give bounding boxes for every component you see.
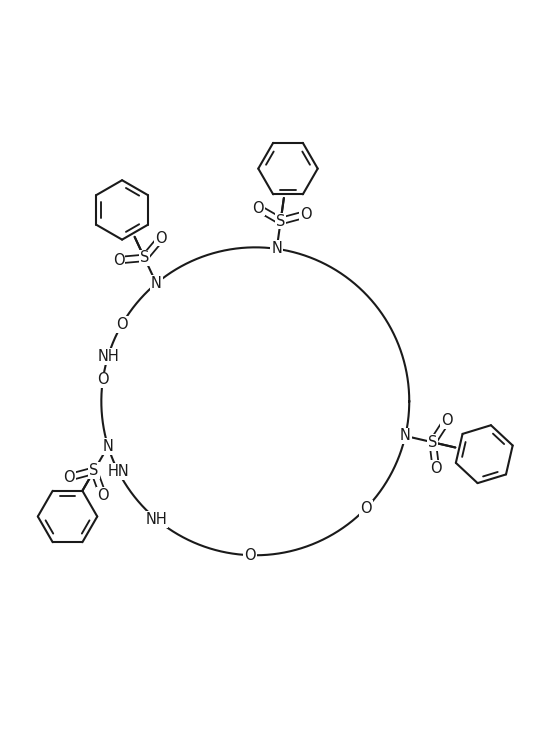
Text: O: O <box>430 461 441 476</box>
Text: S: S <box>140 250 149 265</box>
Text: O: O <box>244 547 256 562</box>
Text: HN: HN <box>107 464 129 479</box>
Text: S: S <box>90 463 99 478</box>
Text: N: N <box>400 428 411 443</box>
Text: N: N <box>103 439 113 454</box>
Text: O: O <box>441 413 453 428</box>
Text: NH: NH <box>146 512 167 527</box>
Text: N: N <box>272 241 282 256</box>
Text: O: O <box>155 231 167 246</box>
Text: S: S <box>276 213 285 228</box>
Text: O: O <box>116 317 128 332</box>
Text: NH: NH <box>97 349 119 363</box>
Text: O: O <box>113 253 124 268</box>
Text: O: O <box>97 488 109 502</box>
Text: O: O <box>252 201 264 216</box>
Text: O: O <box>97 372 109 388</box>
Text: O: O <box>300 207 312 222</box>
Text: O: O <box>360 501 372 516</box>
Text: N: N <box>151 276 162 291</box>
Text: S: S <box>428 435 437 450</box>
Text: O: O <box>63 470 75 485</box>
